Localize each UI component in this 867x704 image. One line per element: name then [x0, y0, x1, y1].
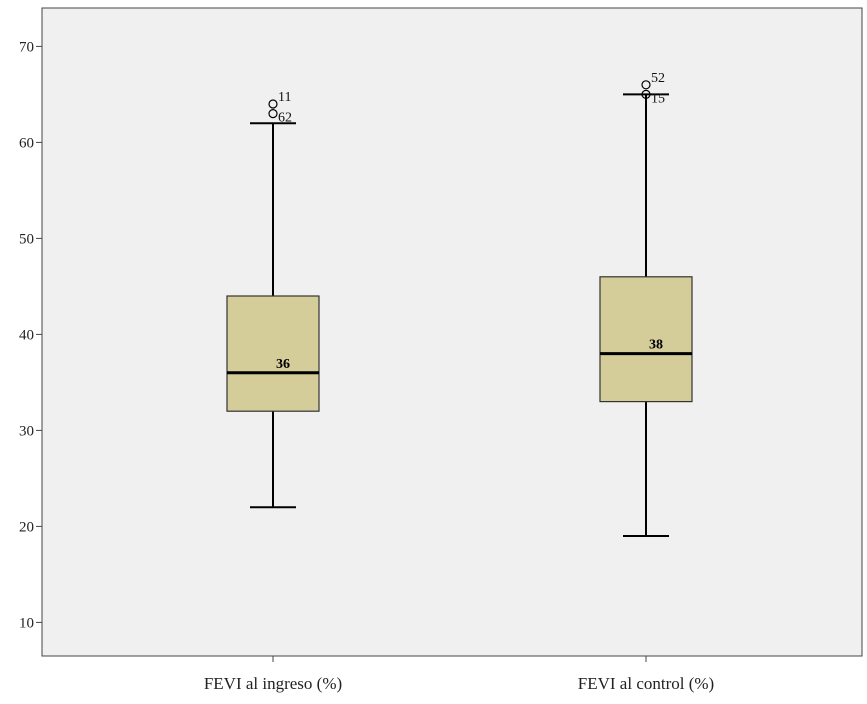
- x-axis: FEVI al ingreso (%) FEVI al control (%): [204, 656, 714, 693]
- iqr-box: [599, 276, 693, 403]
- y-tick-label: 50: [19, 231, 34, 247]
- outlier-point: [641, 80, 651, 90]
- median-label: 36: [276, 357, 290, 372]
- plot-area: [41, 7, 863, 657]
- y-tick-label: 30: [19, 423, 34, 439]
- iqr-box: [226, 295, 320, 412]
- outlier-point: [641, 89, 651, 100]
- outlier-point: [268, 99, 278, 109]
- x-category-label: FEVI al control (%): [578, 674, 714, 693]
- boxes: 36 11 62 38 52 15: [226, 71, 693, 537]
- outlier-label: 62: [278, 111, 292, 126]
- x-category-label: FEVI al ingreso (%): [204, 674, 342, 693]
- y-tick-label: 20: [19, 519, 34, 535]
- outlier-point: [268, 108, 278, 119]
- y-tick-label: 40: [19, 327, 34, 343]
- y-axis: 10 20 30 40 50 60 70: [19, 39, 42, 631]
- outlier-label: 15: [651, 91, 665, 106]
- y-tick-label: 10: [19, 615, 34, 631]
- box-group: 36 11 62: [226, 90, 320, 509]
- outlier-label: 52: [651, 71, 665, 86]
- box-group: 38 52 15: [599, 71, 693, 537]
- outlier-label: 11: [278, 90, 291, 105]
- median-label: 38: [649, 338, 663, 353]
- y-tick-label: 70: [19, 39, 34, 55]
- y-tick-label: 60: [19, 135, 34, 151]
